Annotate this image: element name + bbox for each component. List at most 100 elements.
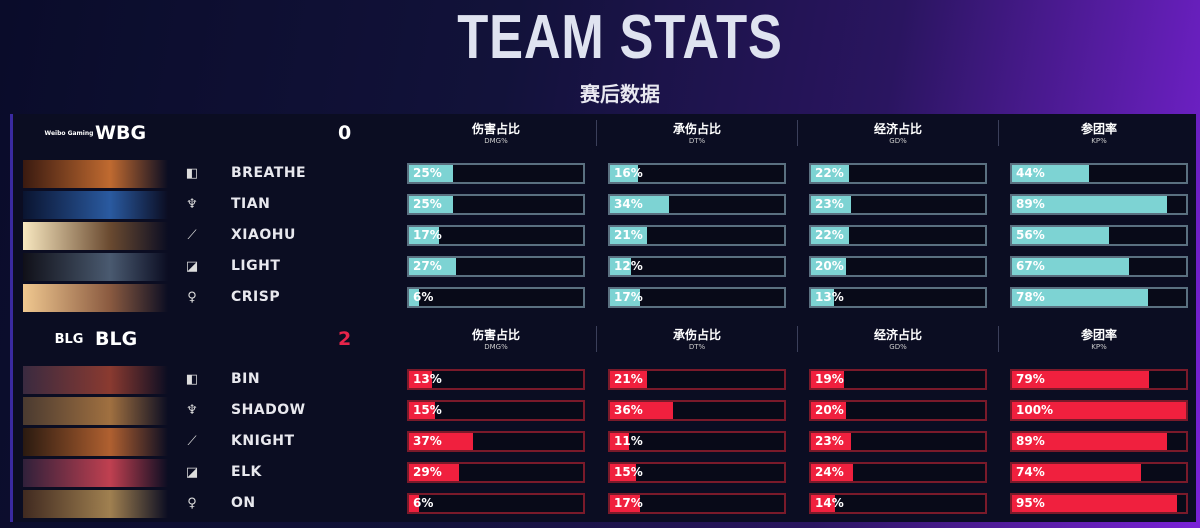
page-title: TEAM STATS	[457, 3, 783, 72]
champion-portrait	[23, 459, 168, 487]
stat-value: 22%	[815, 228, 844, 242]
stat-bar: 79%	[1010, 369, 1188, 390]
stat-bar-fill	[409, 196, 453, 213]
stat-bar: 17%	[608, 493, 786, 514]
column-title: 经济占比	[873, 122, 922, 136]
stat-bar-fill	[811, 464, 853, 481]
top-icon: ◧	[185, 372, 199, 387]
stat-value: 20%	[815, 259, 844, 273]
player-row: ♆ TIAN 25% 34% 23% 89%	[13, 191, 1199, 219]
support-icon: ♀	[187, 290, 197, 305]
stat-value: 23%	[815, 434, 844, 448]
stat-bar: 6%	[407, 287, 585, 308]
player-row: ◧ BREATHE 25% 16% 22% 44%	[13, 160, 1199, 188]
champion-portrait	[23, 222, 168, 250]
stat-bar-fill	[610, 371, 647, 388]
stat-bar-fill	[610, 464, 637, 481]
stat-value: 22%	[815, 166, 844, 180]
column-title: 伤害占比	[471, 122, 520, 136]
player-name: SHADOW	[231, 402, 306, 418]
team-score: 2	[338, 328, 352, 350]
stat-bar-fill	[610, 165, 638, 182]
stat-bar: 25%	[407, 163, 585, 184]
stat-bar-fill	[811, 289, 834, 306]
stat-bar-fill	[811, 227, 850, 244]
stat-bar: 14%	[809, 493, 987, 514]
stat-bar-fill	[409, 165, 453, 182]
stat-bar: 13%	[809, 287, 987, 308]
column-subtitle: DT%	[688, 343, 706, 351]
stat-bar-fill	[409, 433, 474, 450]
stat-bar: 25%	[407, 194, 585, 215]
stat-value: 56%	[1016, 228, 1045, 242]
column-subtitle: KP%	[1091, 343, 1107, 351]
stat-bar-fill	[409, 402, 436, 419]
stat-bar: 15%	[407, 400, 585, 421]
champion-portrait	[23, 160, 168, 188]
column-header: 伤害占比 DMG%	[407, 120, 585, 145]
column-title: 参团率	[1080, 328, 1117, 342]
champion-portrait	[23, 366, 168, 394]
stat-bar: 74%	[1010, 462, 1188, 483]
stat-value: 27%	[413, 259, 442, 273]
stat-value: 15%	[614, 465, 643, 479]
stat-bar-fill	[610, 433, 630, 450]
column-divider	[998, 120, 999, 146]
stat-bar-fill	[1012, 165, 1089, 182]
stat-value: 14%	[815, 496, 844, 510]
team-logo: Weibo Gaming	[44, 130, 94, 137]
column-divider	[797, 120, 798, 146]
stat-bar: 16%	[608, 163, 786, 184]
stat-bar: 6%	[407, 493, 585, 514]
player-name: TIAN	[231, 196, 271, 212]
column-header: 承伤占比 DT%	[608, 326, 786, 351]
player-name: BREATHE	[231, 165, 307, 181]
stat-bar: 13%	[407, 369, 585, 390]
team-name: WBG	[95, 122, 147, 144]
stat-value: 13%	[815, 290, 844, 304]
stat-bar-fill	[409, 258, 456, 275]
champion-portrait	[23, 284, 168, 312]
stat-value: 29%	[413, 465, 442, 479]
stat-value: 95%	[1016, 496, 1045, 510]
stat-value: 16%	[614, 166, 643, 180]
champion-portrait	[23, 490, 168, 518]
bot-icon: ◪	[185, 465, 199, 480]
column-subtitle: GD%	[889, 343, 907, 351]
stat-value: 6%	[413, 290, 434, 304]
stat-bar: 78%	[1010, 287, 1188, 308]
stat-bar-fill	[1012, 227, 1110, 244]
stat-bar-fill	[409, 464, 460, 481]
stats-panel: Weibo Gaming WBG 0 伤害占比 DMG% 承伤占比 DT% 经济占比 GD% 参团…	[10, 114, 1196, 522]
stat-bar-fill	[1012, 464, 1141, 481]
column-header: 伤害占比 DMG%	[407, 326, 585, 351]
mid-icon: ⟋	[187, 434, 197, 449]
stat-bar: 22%	[809, 225, 987, 246]
stat-bar: 11%	[608, 431, 786, 452]
stat-bar: 20%	[809, 400, 987, 421]
column-title: 承伤占比	[672, 328, 721, 342]
stat-bar: 100%	[1010, 400, 1188, 421]
stat-bar: 44%	[1010, 163, 1188, 184]
stat-bar: 23%	[809, 194, 987, 215]
stat-value: 74%	[1016, 465, 1045, 479]
player-row: ◧ BIN 13% 21% 19% 79%	[13, 366, 1199, 394]
column-title: 承伤占比	[672, 122, 721, 136]
column-header: 承伤占比 DT%	[608, 120, 786, 145]
player-name: ELK	[231, 464, 262, 480]
stat-bar: 23%	[809, 431, 987, 452]
stat-value: 37%	[413, 434, 442, 448]
stat-value: 23%	[815, 197, 844, 211]
stat-value: 17%	[614, 496, 643, 510]
column-header: 经济占比 GD%	[809, 120, 987, 145]
stat-bar: 22%	[809, 163, 987, 184]
stat-bar-fill	[409, 289, 420, 306]
player-name: CRISP	[231, 289, 281, 305]
player-name: KNIGHT	[231, 433, 295, 449]
stat-bar: 12%	[608, 256, 786, 277]
stat-bar-fill	[1012, 289, 1148, 306]
stat-value: 67%	[1016, 259, 1045, 273]
stat-bar: 17%	[608, 287, 786, 308]
stat-bar: 21%	[608, 369, 786, 390]
player-row: ◪ ELK 29% 15% 24% 74%	[13, 459, 1199, 487]
